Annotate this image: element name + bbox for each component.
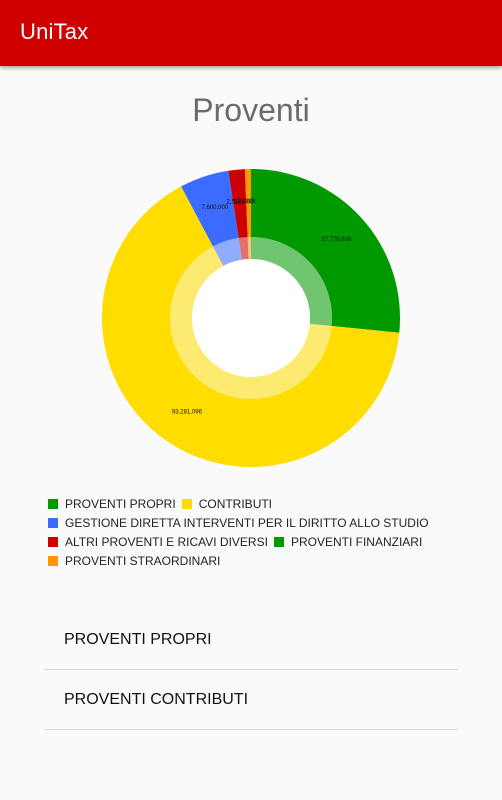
legend-swatch bbox=[48, 517, 58, 528]
slice-inner-gestione-diretta-interventi-per-il-diritto-allo-studio bbox=[212, 237, 243, 266]
app-bar: UniTax bbox=[0, 0, 502, 66]
legend-label: GESTIONE DIRETTA INTERVENTI PER IL DIRIT… bbox=[65, 515, 429, 530]
data-label: 7,600,000 bbox=[201, 205, 228, 211]
legend-swatch bbox=[273, 536, 284, 547]
legend-item-contributi: CONTRIBUTI bbox=[181, 496, 273, 511]
data-label: 37,770,656 bbox=[321, 237, 352, 243]
legend-item-altri-proventi: ALTRI PROVENTI E RICAVI DIVERSI bbox=[48, 535, 268, 549]
data-label: 923,928 bbox=[234, 199, 256, 205]
donut-hole bbox=[192, 259, 310, 377]
slice-contributi[interactable] bbox=[102, 186, 400, 467]
legend-label: ALTRI PROVENTI E RICAVI DIVERSI bbox=[65, 534, 268, 549]
legend-item-gestione-diretta: GESTIONE DIRETTA INTERVENTI PER IL DIRIT… bbox=[48, 516, 429, 530]
list-item-proventi-propri[interactable]: PROVENTI PROPRI bbox=[44, 610, 458, 670]
legend-item-proventi-finanziari: PROVENTI FINANZIARI bbox=[273, 534, 423, 549]
legend-row: PROVENTI STRAORDINARI bbox=[48, 551, 468, 570]
legend-row: PROVENTI PROPRI CONTRIBUTI bbox=[48, 494, 468, 513]
proventi-donut-chart[interactable]: 37,770,656 93,281,096 7,600,0002,518,00092… bbox=[0, 0, 502, 480]
legend-swatch bbox=[181, 498, 192, 509]
legend-label: PROVENTI FINANZIARI bbox=[290, 534, 423, 549]
list-item-label: PROVENTI PROPRI bbox=[64, 631, 212, 648]
slice-gestione-diretta-interventi-per-il-diritto-allo-studio[interactable] bbox=[181, 170, 239, 247]
slice-proventi-propri[interactable] bbox=[251, 169, 400, 333]
slice-inner-contributi bbox=[170, 246, 332, 399]
legend-swatch bbox=[48, 536, 58, 547]
legend-item-proventi-propri: PROVENTI PROPRI bbox=[48, 497, 176, 511]
slice-proventi-finanziari[interactable] bbox=[244, 169, 248, 238]
legend-label: PROVENTI STRAORDINARI bbox=[65, 553, 221, 568]
list-item-proventi-contributi[interactable]: PROVENTI CONTRIBUTI bbox=[44, 670, 458, 730]
slice-inner-altri-proventi-e-ricavi-diversi bbox=[238, 237, 249, 260]
legend-row: GESTIONE DIRETTA INTERVENTI PER IL DIRIT… bbox=[48, 513, 468, 532]
slice-proventi-straordinari[interactable] bbox=[244, 169, 251, 238]
app-title: UniTax bbox=[20, 19, 89, 44]
slice-inner-proventi-finanziari bbox=[247, 237, 249, 260]
legend-row: ALTRI PROVENTI E RICAVI DIVERSI PROVENTI… bbox=[48, 532, 468, 551]
legend-label: PROVENTI PROPRI bbox=[65, 496, 176, 511]
data-label: 93,281,096 bbox=[172, 410, 203, 416]
slice-inner-proventi-propri bbox=[251, 237, 333, 327]
legend-swatch bbox=[48, 498, 58, 509]
page-title: Proventi bbox=[192, 92, 310, 128]
legend-label: CONTRIBUTI bbox=[198, 496, 273, 511]
legend-swatch bbox=[48, 555, 58, 566]
chart-legend: PROVENTI PROPRI CONTRIBUTI GESTIONE DIRE… bbox=[48, 494, 468, 570]
list-item-label: PROVENTI CONTRIBUTI bbox=[64, 691, 249, 708]
slice-altri-proventi-e-ricavi-diversi[interactable] bbox=[228, 169, 248, 238]
slice-inner-proventi-straordinari bbox=[247, 237, 251, 260]
data-label: 2,518,000 bbox=[227, 200, 254, 206]
legend-item-proventi-straordinari: PROVENTI STRAORDINARI bbox=[48, 554, 220, 568]
